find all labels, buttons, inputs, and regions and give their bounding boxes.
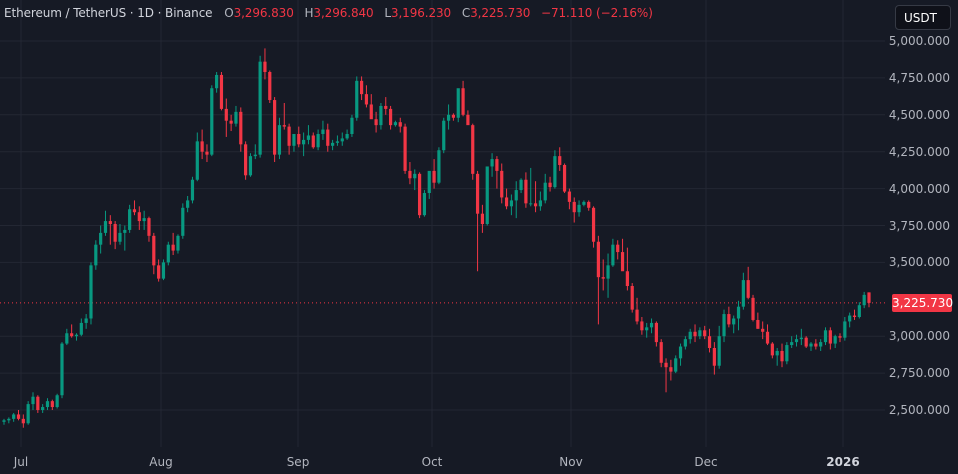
price-tick-label: 3,750.000 — [888, 218, 950, 233]
price-tick-label: 4,750.000 — [888, 70, 950, 85]
high-label: H — [304, 6, 314, 20]
time-tick-label: 2026 — [826, 455, 860, 469]
price-tick-label: 4,000.000 — [888, 181, 950, 196]
time-tick-label: Oct — [421, 455, 443, 469]
high-value: 3,296.840 — [313, 6, 374, 20]
price-tick-label: 4,250.000 — [888, 144, 950, 159]
open-value: 3,296.830 — [233, 6, 294, 20]
price-tick-label: 3,000.000 — [888, 329, 950, 344]
price-tick-label: 2,750.000 — [888, 366, 950, 381]
time-tick-label: Dec — [694, 455, 718, 469]
price-tick-label: 5,000.000 — [888, 34, 950, 48]
change-value: −71.110 (−2.16%) — [541, 6, 653, 20]
price-tick-label: 4,500.000 — [888, 107, 950, 122]
close-label: C — [461, 6, 471, 20]
horizontal-gridlines — [0, 40, 885, 411]
price-tick-label: 2,500.000 — [888, 403, 950, 417]
time-tick-label: Sep — [286, 455, 310, 469]
price-tick-label: 3,500.000 — [888, 255, 950, 270]
candles — [2, 48, 871, 428]
currency-button[interactable]: USDT — [895, 5, 951, 30]
open-label: O — [224, 6, 234, 20]
symbol-title[interactable]: Ethereum / TetherUS · 1D · Binance — [4, 6, 213, 20]
low-value: 3,196.230 — [390, 6, 452, 20]
last-price-tag: 3,225.730 — [892, 293, 954, 312]
time-tick-label: Nov — [559, 455, 583, 469]
close-value: 3,225.730 — [470, 6, 531, 20]
time-tick-label: Aug — [149, 455, 173, 469]
vertical-gridlines — [20, 0, 844, 447]
low-label: L — [384, 6, 391, 20]
ohlc-legend: Ethereum / TetherUS · 1D · Binance O3,29… — [4, 6, 660, 20]
time-tick-label: Jul — [13, 455, 29, 469]
